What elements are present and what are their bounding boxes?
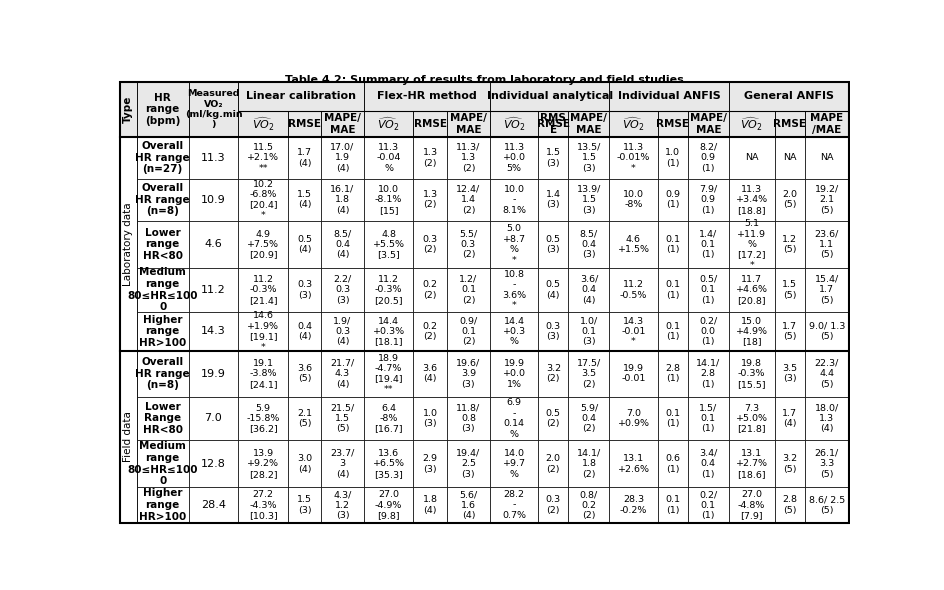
Text: 0.1
(1): 0.1 (1) bbox=[665, 280, 680, 300]
Text: General ANFIS: General ANFIS bbox=[743, 91, 833, 101]
Text: 2.9
(3): 2.9 (3) bbox=[422, 454, 437, 474]
Bar bbox=[137, 221, 189, 268]
Text: 4.9
+7.5%
[20.9]: 4.9 +7.5% [20.9] bbox=[246, 230, 278, 260]
Text: 10.9: 10.9 bbox=[201, 195, 226, 205]
Text: 0.1
(1): 0.1 (1) bbox=[665, 409, 680, 428]
Text: 8.2/
0.9
(1): 8.2/ 0.9 (1) bbox=[699, 143, 716, 173]
Bar bbox=[609, 111, 657, 137]
Bar bbox=[238, 111, 288, 137]
Bar bbox=[774, 137, 804, 179]
Text: 19.9
-0.01: 19.9 -0.01 bbox=[620, 364, 645, 384]
Bar bbox=[413, 137, 447, 179]
Bar bbox=[447, 111, 490, 137]
Bar bbox=[137, 81, 189, 137]
Bar bbox=[321, 179, 363, 221]
Text: 7.0
+0.9%: 7.0 +0.9% bbox=[616, 409, 649, 428]
Text: 1.2/
0.1
(2): 1.2/ 0.1 (2) bbox=[459, 275, 477, 305]
Text: 0.3
(2): 0.3 (2) bbox=[422, 235, 437, 254]
Bar bbox=[288, 111, 321, 137]
Bar bbox=[238, 81, 363, 111]
Bar bbox=[567, 268, 609, 312]
Bar bbox=[728, 312, 774, 351]
Text: 2.1
(5): 2.1 (5) bbox=[296, 409, 312, 428]
Text: 14.3: 14.3 bbox=[201, 326, 226, 336]
Bar bbox=[804, 179, 848, 221]
Bar bbox=[447, 268, 490, 312]
Text: Higher
range
HR>100: Higher range HR>100 bbox=[139, 315, 186, 348]
Text: 14.1/
2.8
(1): 14.1/ 2.8 (1) bbox=[696, 359, 719, 389]
Bar bbox=[609, 440, 657, 487]
Text: 6.9
-
0.14
%: 6.9 - 0.14 % bbox=[503, 398, 524, 438]
Bar bbox=[609, 179, 657, 221]
Text: 14.4
+0.3%
[18.1]: 14.4 +0.3% [18.1] bbox=[372, 317, 404, 346]
Bar bbox=[120, 268, 137, 312]
Bar bbox=[687, 111, 728, 137]
Bar bbox=[120, 312, 137, 351]
Text: 13.5/
1.5
(3): 13.5/ 1.5 (3) bbox=[576, 143, 600, 173]
Text: 16.1/
1.8
(4): 16.1/ 1.8 (4) bbox=[330, 185, 354, 215]
Text: 5.5/
0.3
(2): 5.5/ 0.3 (2) bbox=[459, 230, 477, 260]
Bar bbox=[804, 137, 848, 179]
Text: Linear calibration: Linear calibration bbox=[245, 91, 356, 101]
Bar bbox=[567, 111, 609, 137]
Text: 11.7
+4.6%
[20.8]: 11.7 +4.6% [20.8] bbox=[735, 275, 767, 305]
Text: 19.6/
3.9
(3): 19.6/ 3.9 (3) bbox=[456, 359, 480, 389]
Bar bbox=[137, 81, 189, 111]
Bar bbox=[189, 351, 238, 396]
Bar bbox=[363, 268, 413, 312]
Text: 0.2
(2): 0.2 (2) bbox=[422, 322, 437, 341]
Bar bbox=[189, 81, 238, 137]
Bar bbox=[609, 111, 657, 137]
Text: 3.0
(4): 3.0 (4) bbox=[296, 454, 312, 474]
Bar bbox=[537, 137, 567, 179]
Text: $\widehat{VO}_2$: $\widehat{VO}_2$ bbox=[502, 115, 525, 133]
Bar bbox=[238, 81, 288, 111]
Bar bbox=[657, 81, 687, 111]
Bar bbox=[657, 137, 687, 179]
Text: 14.6
+1.9%
[19.1]
*: 14.6 +1.9% [19.1] * bbox=[246, 312, 278, 352]
Bar bbox=[774, 268, 804, 312]
Bar bbox=[189, 312, 238, 351]
Bar bbox=[363, 351, 413, 396]
Bar bbox=[288, 268, 321, 312]
Text: 22.3/
4.4
(5): 22.3/ 4.4 (5) bbox=[814, 359, 838, 389]
Bar bbox=[413, 312, 447, 351]
Text: 3.4/
0.4
(1): 3.4/ 0.4 (1) bbox=[699, 449, 716, 479]
Bar bbox=[537, 111, 567, 137]
Text: 28.4: 28.4 bbox=[201, 500, 226, 510]
Bar bbox=[321, 351, 363, 396]
Bar bbox=[728, 221, 774, 268]
Text: 1.0
(3): 1.0 (3) bbox=[422, 409, 437, 428]
Bar bbox=[490, 268, 537, 312]
Bar bbox=[321, 221, 363, 268]
Bar bbox=[447, 351, 490, 396]
Bar bbox=[609, 312, 657, 351]
Bar bbox=[537, 111, 567, 137]
Bar bbox=[189, 179, 238, 221]
Text: 2.0
(5): 2.0 (5) bbox=[782, 190, 797, 209]
Bar bbox=[447, 111, 490, 137]
Text: $\widehat{VO}_2$: $\widehat{VO}_2$ bbox=[621, 115, 644, 133]
Bar bbox=[120, 440, 137, 487]
Text: 12.4/
1.4
(2): 12.4/ 1.4 (2) bbox=[456, 185, 480, 215]
Bar bbox=[490, 396, 537, 440]
Bar bbox=[728, 111, 774, 137]
Text: RMSE: RMSE bbox=[413, 119, 447, 129]
Bar bbox=[363, 487, 413, 523]
Bar bbox=[137, 179, 189, 221]
Text: 11.2: 11.2 bbox=[201, 285, 226, 295]
Bar bbox=[728, 137, 774, 179]
Text: HR
range
(bpm): HR range (bpm) bbox=[144, 93, 180, 126]
Text: 10.0
-8%: 10.0 -8% bbox=[622, 190, 643, 209]
Bar bbox=[137, 396, 189, 440]
Text: 0.1
(1): 0.1 (1) bbox=[665, 235, 680, 254]
Bar bbox=[687, 221, 728, 268]
Bar bbox=[657, 351, 687, 396]
Bar bbox=[657, 179, 687, 221]
Bar bbox=[687, 137, 728, 179]
Text: 0.3
(3): 0.3 (3) bbox=[545, 322, 560, 341]
Text: 8.5/
0.4
(4): 8.5/ 0.4 (4) bbox=[333, 230, 351, 260]
Text: 0.5/
0.1
(1): 0.5/ 0.1 (1) bbox=[699, 275, 716, 305]
Bar bbox=[657, 312, 687, 351]
Text: 0.2/
0.1
(1): 0.2/ 0.1 (1) bbox=[699, 490, 716, 520]
